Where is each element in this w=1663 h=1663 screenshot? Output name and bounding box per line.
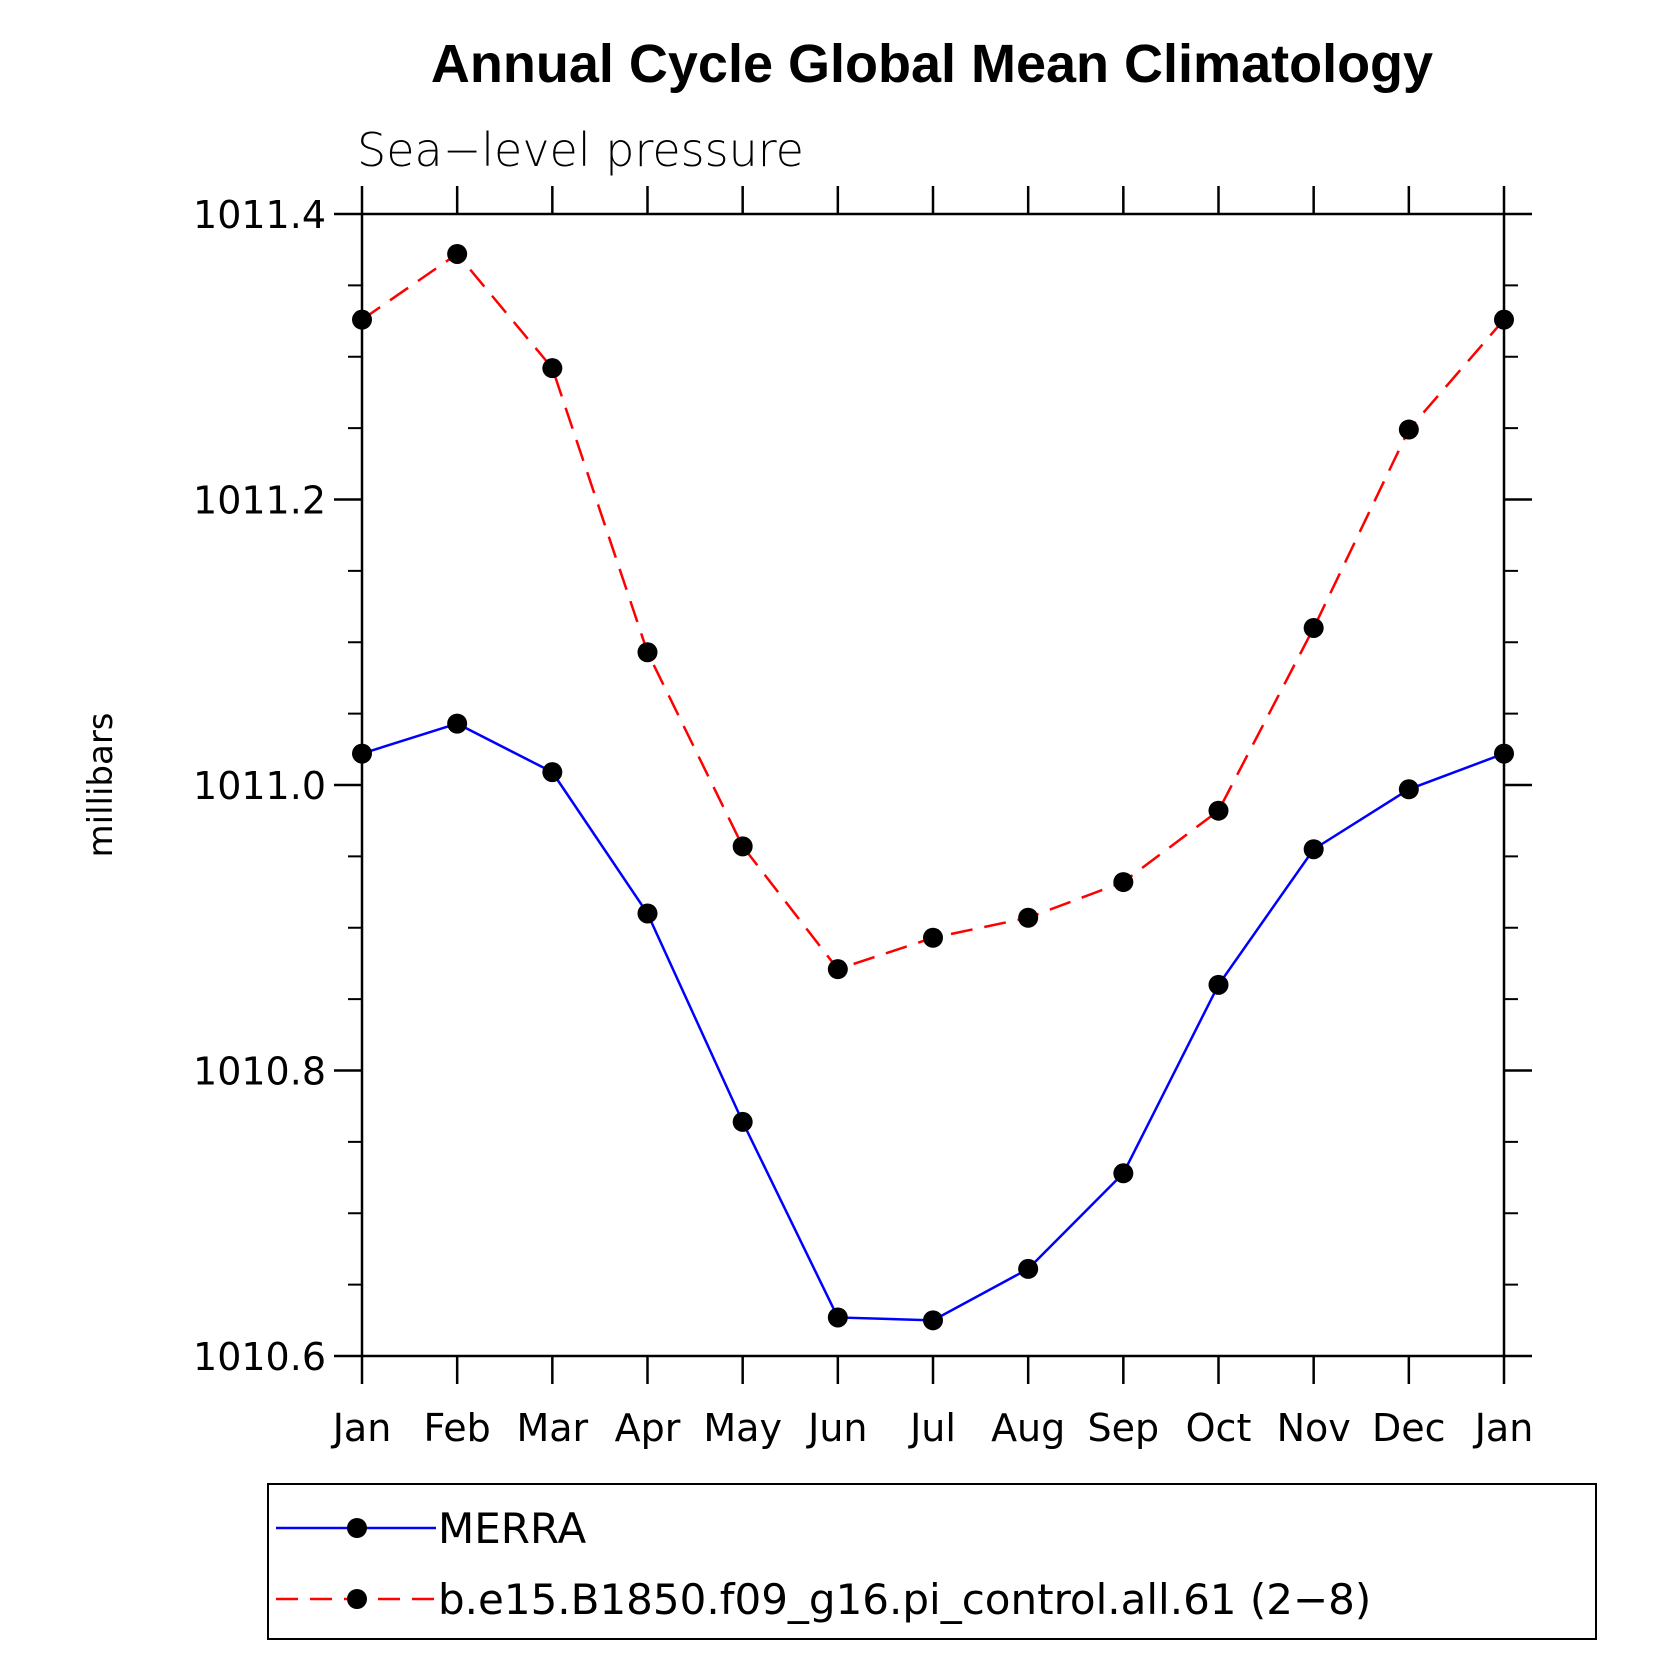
y-tick-label: 1010.8 — [193, 1050, 326, 1094]
legend-marker-0 — [347, 1518, 367, 1538]
x-tick-label: Dec — [1372, 1406, 1446, 1450]
data-point-series-0 — [827, 1307, 848, 1328]
data-point-series-0 — [1018, 1258, 1039, 1279]
data-point-series-1 — [827, 959, 848, 980]
data-point-series-0 — [1208, 974, 1229, 995]
series-line-1 — [361, 252, 1505, 971]
x-tick-label: Jan — [331, 1406, 392, 1450]
legend-box — [267, 1483, 1597, 1640]
y-tick-label: 1011.4 — [193, 193, 326, 237]
data-point-series-1 — [1113, 872, 1134, 893]
data-point-series-0 — [1398, 779, 1419, 800]
data-point-series-1 — [447, 243, 468, 264]
series-layer — [352, 243, 1514, 1331]
chart-subtitle: Sea−level pressure — [357, 123, 804, 177]
axis-ticks: Jan Feb Mar Apr May Jun Jul Aug Sep Oct Nov Dec Jan1… — [193, 186, 1533, 1450]
data-point-series-1 — [637, 642, 658, 663]
series-line-0 — [361, 722, 1505, 1322]
plot-frame — [360, 212, 1506, 1358]
data-point-series-0 — [732, 1111, 753, 1132]
data-point-series-0 — [923, 1310, 943, 1331]
data-point-series-1 — [1494, 309, 1514, 330]
x-tick-label: Jul — [908, 1406, 956, 1450]
data-point-series-0 — [637, 903, 658, 924]
data-point-series-1 — [1398, 419, 1419, 440]
data-point-series-1 — [1208, 800, 1229, 821]
x-tick-label: Jun — [806, 1406, 867, 1450]
x-tick-label: Oct — [1186, 1406, 1252, 1450]
x-tick-label: Nov — [1277, 1406, 1351, 1450]
legend-marker-1 — [347, 1589, 367, 1609]
data-point-series-1 — [1303, 617, 1324, 638]
x-tick-label: May — [703, 1406, 782, 1450]
data-point-series-1 — [542, 358, 563, 379]
y-tick-label: 1010.6 — [193, 1335, 326, 1379]
data-point-series-0 — [447, 713, 468, 734]
data-point-series-0 — [352, 743, 372, 764]
x-tick-label: Feb — [424, 1406, 491, 1450]
x-tick-label: Aug — [991, 1406, 1065, 1450]
data-point-series-0 — [1113, 1163, 1134, 1184]
x-tick-label: Apr — [615, 1406, 681, 1450]
y-tick-label: 1011.0 — [193, 764, 326, 808]
data-point-series-0 — [1303, 839, 1324, 860]
y-tick-label: 1011.2 — [193, 479, 326, 523]
legend: MERRA b.e15.B1850.f09_g16.pi_control.all… — [267, 1483, 1597, 1640]
legend-label-model: b.e15.B1850.f09_g16.pi_control.all.61 (2… — [438, 1575, 1371, 1624]
x-tick-label: Mar — [516, 1406, 588, 1450]
data-point-series-1 — [923, 927, 943, 948]
x-tick-label: Jan — [1473, 1406, 1534, 1450]
y-axis-label: millibars — [81, 712, 121, 857]
chart-title: Annual Cycle Global Mean Climatology — [431, 34, 1433, 94]
data-point-series-1 — [1018, 907, 1039, 928]
data-point-series-0 — [1494, 743, 1514, 764]
legend-label-merra: MERRA — [438, 1504, 586, 1553]
x-tick-label: Sep — [1088, 1406, 1160, 1450]
data-point-series-1 — [732, 836, 753, 857]
data-point-series-0 — [542, 762, 563, 783]
data-point-series-1 — [352, 309, 372, 330]
